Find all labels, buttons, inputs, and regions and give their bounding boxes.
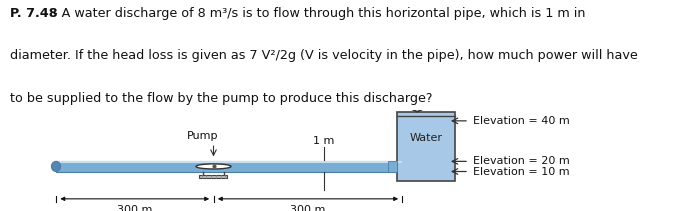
Bar <box>56 161 402 163</box>
Bar <box>389 161 397 172</box>
Bar <box>199 174 228 178</box>
Text: Pump: Pump <box>188 131 218 141</box>
Ellipse shape <box>52 161 61 172</box>
Text: Elevation = 20 m: Elevation = 20 m <box>473 156 569 166</box>
Text: Elevation = 40 m: Elevation = 40 m <box>473 116 569 126</box>
Text: to be supplied to the flow by the pump to produce this discharge?: to be supplied to the flow by the pump t… <box>10 92 433 105</box>
Bar <box>397 112 455 181</box>
Text: diameter. If the head loss is given as 7 V²/2g (V is velocity in the pipe), how : diameter. If the head loss is given as 7… <box>10 49 638 62</box>
Circle shape <box>196 164 231 169</box>
Bar <box>56 161 402 172</box>
Text: - A water discharge of 8 m³/s is to flow through this horizontal pipe, which is : - A water discharge of 8 m³/s is to flow… <box>49 7 585 20</box>
Text: Water: Water <box>410 133 442 143</box>
Text: 300 m: 300 m <box>117 205 153 211</box>
Text: Elevation = 10 m: Elevation = 10 m <box>473 166 569 176</box>
Text: 300 m: 300 m <box>290 205 326 211</box>
Text: 1 m: 1 m <box>314 136 335 146</box>
Text: P. 7.48: P. 7.48 <box>10 7 58 20</box>
